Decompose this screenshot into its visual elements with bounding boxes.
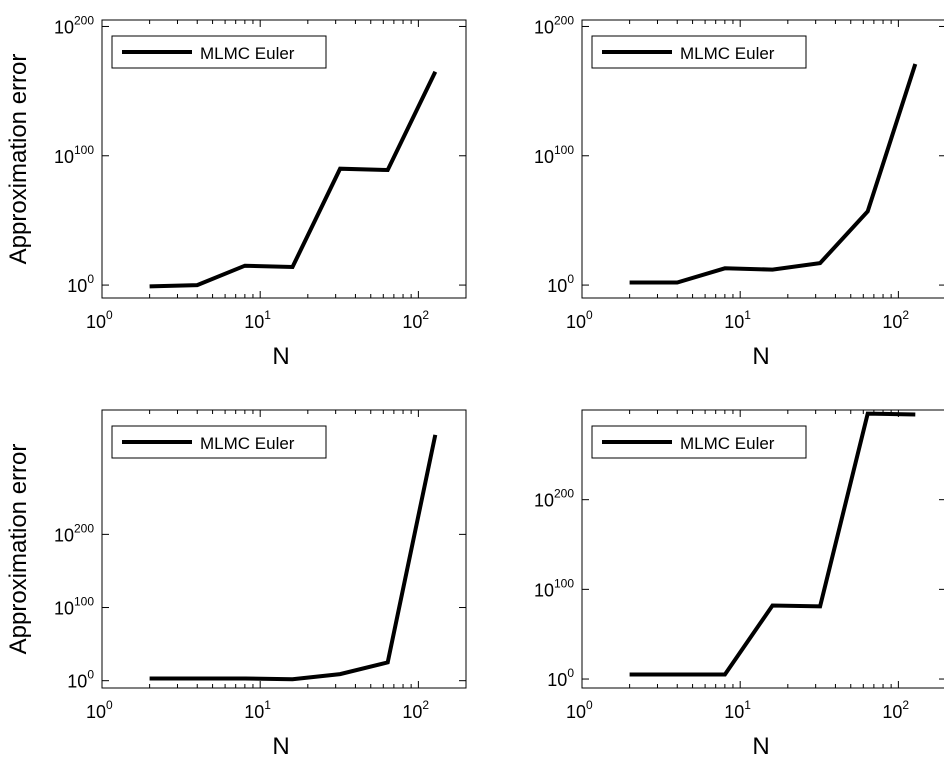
x-tick-label: 101	[724, 698, 751, 722]
y-tick-label: 10200	[54, 521, 94, 545]
y-axis-label: Approximation error	[5, 444, 32, 655]
chart-1: 100 101 102 100 10100 10200 N Approximation err…	[5, 13, 467, 370]
plot-area	[581, 19, 944, 299]
legend: MLMC Euler	[591, 35, 807, 69]
x-tick-label: 101	[244, 308, 271, 332]
y-tick-label: 10100	[54, 143, 94, 167]
series-line-1	[149, 434, 438, 682]
x-axis-label: N	[272, 733, 289, 760]
x-tick-label: 102	[402, 698, 429, 722]
y-tick-label: 10200	[534, 13, 574, 37]
y-tick-label: 10100	[54, 595, 94, 619]
y-tick-label: 100	[547, 272, 574, 296]
y-tick-label: 100	[67, 668, 94, 692]
plot-area	[101, 19, 467, 299]
legend-label: MLMC Euler	[200, 44, 295, 63]
x-tick-label: 100	[566, 698, 593, 722]
x-tick-label: 101	[244, 698, 271, 722]
x-tick-label: 100	[86, 308, 113, 332]
x-tick-label: 100	[86, 698, 113, 722]
x-tick-label: 102	[402, 308, 429, 332]
x-axis-label: N	[272, 343, 289, 370]
legend: MLMC Euler	[591, 425, 807, 459]
y-axis-label: Approximation error	[5, 54, 32, 265]
plot-area	[581, 409, 944, 689]
y-tick-label: 10200	[534, 487, 574, 511]
y-tick-label: 10100	[534, 143, 574, 167]
x-tick-label: 101	[724, 308, 751, 332]
x-axis-label: N	[752, 343, 769, 370]
plot-area	[101, 409, 467, 689]
legend-label: MLMC Euler	[680, 434, 775, 453]
x-tick-label: 102	[882, 308, 909, 332]
series-line-1	[629, 63, 918, 285]
series-line-1	[149, 70, 438, 289]
x-tick-label: 102	[882, 698, 909, 722]
y-tick-label: 100	[67, 272, 94, 296]
y-tick-label: 100	[547, 666, 574, 690]
x-axis-label: N	[752, 733, 769, 760]
legend-label: MLMC Euler	[200, 434, 295, 453]
legend: MLMC Euler	[111, 425, 327, 459]
chart-3: 100 101 102 100 10100 10200 N Approximation err…	[5, 409, 467, 760]
y-tick-label: 10100	[534, 576, 574, 600]
x-tick-label: 100	[566, 308, 593, 332]
legend: MLMC Euler	[111, 35, 327, 69]
legend-label: MLMC Euler	[680, 44, 775, 63]
chart-4: 100 101 102 100 10100 10200 N MLMC Euler	[534, 409, 944, 760]
chart-2: 100 101 102 100 10100 10200 N MLMC Euler	[534, 13, 944, 370]
y-tick-label: 10200	[54, 13, 94, 37]
